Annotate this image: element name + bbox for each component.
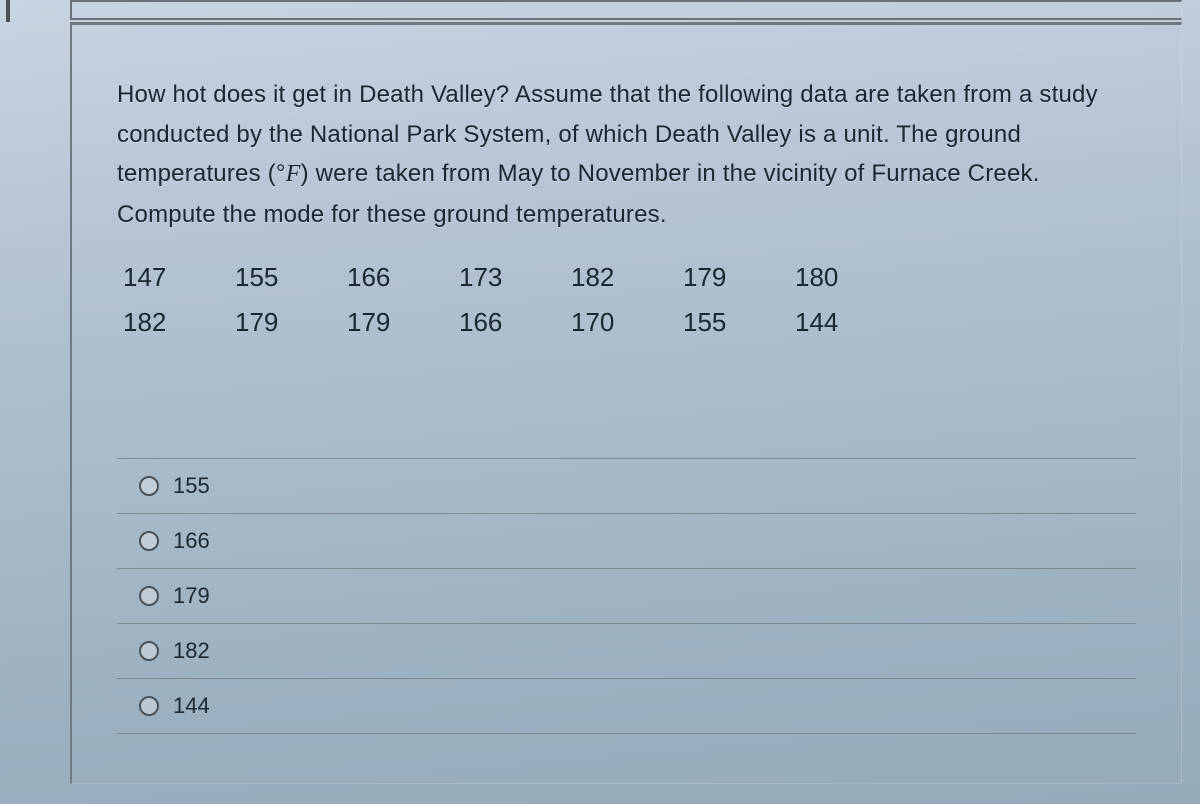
radio-icon	[139, 641, 159, 661]
radio-icon	[139, 586, 159, 606]
data-cell: 170	[571, 307, 623, 338]
question-text: How hot does it get in Death Valley? Ass…	[117, 75, 1136, 234]
data-cell: 180	[795, 262, 847, 293]
data-cell: 166	[347, 262, 399, 293]
data-cell: 147	[123, 262, 175, 293]
unit-open: (	[268, 160, 276, 187]
data-cell: 182	[571, 262, 623, 293]
answer-options: 155 166 179 182 144	[117, 458, 1136, 734]
question-frame: How hot does it get in Death Valley? Ass…	[70, 22, 1182, 784]
top-strip	[70, 0, 1182, 20]
option-182[interactable]: 182	[117, 623, 1136, 678]
radio-icon	[139, 531, 159, 551]
data-row-1: 147 155 166 173 182 179 180	[117, 262, 1136, 293]
data-cell: 179	[347, 307, 399, 338]
data-cell: 173	[459, 262, 511, 293]
radio-icon	[139, 696, 159, 716]
data-cell: 155	[235, 262, 287, 293]
option-179[interactable]: 179	[117, 568, 1136, 623]
radio-icon	[139, 476, 159, 496]
option-label: 182	[173, 638, 210, 664]
option-label: 166	[173, 528, 210, 554]
data-cell: 179	[235, 307, 287, 338]
unit-close: )	[301, 160, 309, 187]
option-166[interactable]: 166	[117, 513, 1136, 568]
unit-degree: °	[276, 160, 286, 187]
data-table: 147 155 166 173 182 179 180 182 179 179 …	[117, 262, 1136, 338]
data-cell: 182	[123, 307, 175, 338]
option-label: 179	[173, 583, 210, 609]
data-cell: 179	[683, 262, 735, 293]
data-cell: 166	[459, 307, 511, 338]
data-cell: 144	[795, 307, 847, 338]
left-margin-mark	[6, 0, 10, 22]
data-row-2: 182 179 179 166 170 155 144	[117, 307, 1136, 338]
option-144[interactable]: 144	[117, 678, 1136, 734]
option-label: 144	[173, 693, 210, 719]
option-155[interactable]: 155	[117, 458, 1136, 513]
data-cell: 155	[683, 307, 735, 338]
unit-F: F	[286, 161, 301, 187]
option-label: 155	[173, 473, 210, 499]
